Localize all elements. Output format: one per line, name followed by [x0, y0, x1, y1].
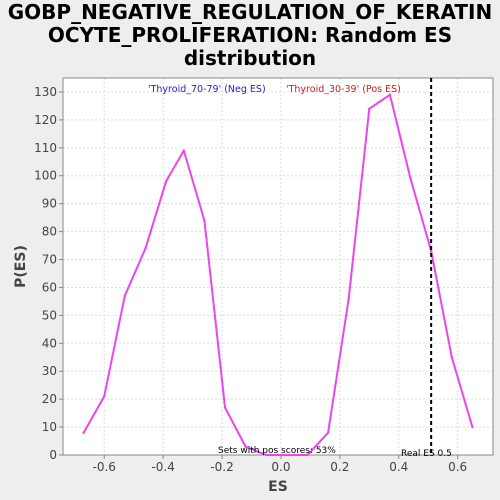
y-tick-label: 20: [42, 392, 57, 406]
data-point: [450, 356, 453, 359]
x-tick-label: -0.4: [151, 460, 174, 474]
title-line-1: GOBP_NEGATIVE_REGULATION_OF_KERATIN: [7, 0, 493, 24]
real-es-annotation: Real ES 0.5: [401, 449, 452, 459]
y-tick-label: 90: [42, 197, 57, 211]
data-point: [223, 406, 227, 409]
data-point: [388, 93, 392, 96]
data-point: [326, 431, 330, 434]
y-tick-label: 40: [42, 336, 57, 350]
data-point: [244, 445, 247, 448]
y-tick-label: 0: [49, 448, 57, 462]
x-tick-label: 0.0: [271, 460, 290, 474]
x-tick-label: 0.6: [448, 460, 467, 474]
y-tick-label: 70: [42, 253, 57, 267]
data-point: [164, 180, 168, 183]
data-point: [306, 453, 309, 457]
data-point: [82, 431, 85, 434]
data-point: [368, 107, 371, 110]
y-axis-label: P(ES): [13, 245, 29, 288]
y-tick-label: 60: [42, 280, 57, 294]
plot-area: [63, 78, 493, 455]
y-tick-label: 80: [42, 225, 57, 239]
title-line-3: distribution: [183, 46, 317, 70]
es-distribution-line: [82, 93, 474, 456]
y-tick-label: 10: [42, 420, 57, 434]
series-layer: [82, 93, 474, 457]
title-line-2: OCYTE_PROLIFERATION: Random ES: [47, 23, 453, 47]
x-tick-label: -0.6: [93, 460, 116, 474]
x-tick-label: 0.4: [389, 460, 408, 474]
y-tick-label: 130: [34, 85, 57, 99]
data-point: [123, 294, 127, 298]
grid: [63, 78, 493, 456]
data-point: [182, 149, 185, 152]
y-tick-label: 120: [34, 113, 57, 127]
legend-neg-label: 'Thyroid_70-79' (Neg ES): [148, 84, 266, 95]
x-tick-label: 0.2: [330, 460, 349, 474]
data-point: [144, 247, 147, 250]
y-tick-label: 110: [34, 141, 57, 155]
y-tick-label: 100: [34, 169, 57, 183]
x-tick-label: -0.2: [210, 460, 233, 474]
data-point: [103, 395, 106, 398]
data-point: [409, 177, 412, 180]
data-point: [265, 453, 268, 457]
y-tick-label: 30: [42, 364, 57, 378]
y-tick-label: 50: [42, 308, 57, 322]
data-point: [471, 425, 474, 429]
pos-scores-annotation: Sets with pos scores: 53%: [218, 446, 336, 456]
legend-pos-label: 'Thyroid_30-39' (Pos ES): [286, 84, 401, 95]
data-point: [285, 453, 289, 457]
chart-title: GOBP_NEGATIVE_REGULATION_OF_KERATIN OCYT…: [0, 1, 500, 70]
axes: -0.6 -0.4 -0.2 0.0 0.2 0.4 0.6 0 10 20 30 40 50 60 70 8…: [34, 77, 494, 474]
data-point: [429, 249, 433, 253]
data-point: [203, 219, 206, 222]
x-axis-label: ES: [268, 479, 288, 495]
data-point: [347, 297, 350, 300]
